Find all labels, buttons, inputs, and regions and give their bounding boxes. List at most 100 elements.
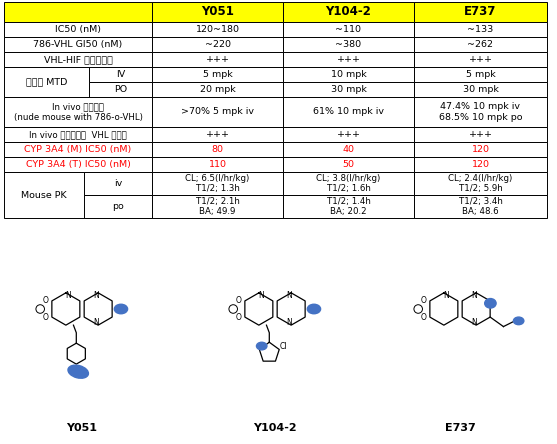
Text: E737: E737 (465, 5, 497, 19)
Text: 30 mpk: 30 mpk (462, 85, 499, 94)
Text: N: N (286, 291, 292, 300)
Bar (152, 157, 283, 172)
Text: Cl: Cl (280, 341, 287, 351)
Text: CYP 3A4 (T) IC50 (nM): CYP 3A4 (T) IC50 (nM) (26, 160, 130, 169)
Text: 61% 10 mpk iv: 61% 10 mpk iv (313, 107, 384, 116)
Bar (152, 127, 283, 142)
Text: IV: IV (116, 70, 125, 79)
Bar (89, 82, 152, 97)
Bar (4, 52, 152, 67)
Text: O: O (236, 296, 242, 305)
Text: 120: 120 (471, 145, 490, 154)
Text: In vivo 항암효과의  VHL 선택성: In vivo 항암효과의 VHL 선택성 (29, 130, 127, 139)
Bar (283, 142, 414, 157)
Bar (152, 97, 283, 127)
Bar (414, 37, 547, 52)
Text: 80: 80 (212, 145, 223, 154)
Text: +++: +++ (336, 55, 360, 64)
Bar (152, 37, 283, 52)
Bar (84, 172, 152, 195)
Bar (414, 22, 547, 37)
Text: O: O (43, 296, 49, 305)
Bar (283, 22, 414, 37)
Text: 47.4% 10 mpk iv
68.5% 10 mpk po: 47.4% 10 mpk iv 68.5% 10 mpk po (439, 102, 522, 122)
Text: T1/2; 1.4h
BA; 20.2: T1/2; 1.4h BA; 20.2 (326, 197, 370, 216)
Bar (414, 142, 547, 157)
Bar (4, 67, 152, 97)
Bar (283, 37, 414, 52)
Text: N: N (471, 291, 477, 300)
Text: ~133: ~133 (467, 25, 494, 34)
Text: Mouse PK: Mouse PK (21, 190, 67, 199)
Ellipse shape (114, 304, 128, 314)
Text: O: O (421, 313, 427, 322)
Bar (414, 157, 547, 172)
Text: +++: +++ (206, 55, 229, 64)
Bar (152, 67, 283, 82)
Bar (4, 97, 152, 127)
Text: CL; 6.5(l/hr/kg)
T1/2; 1.3h: CL; 6.5(l/hr/kg) T1/2; 1.3h (185, 174, 250, 193)
Ellipse shape (485, 298, 496, 308)
Ellipse shape (36, 305, 45, 313)
Text: In vivo 항암효과
(nude mouse with 786-o-VHL): In vivo 항암효과 (nude mouse with 786-o-VHL) (13, 102, 143, 122)
Text: T1/2; 2.1h
BA; 49.9: T1/2; 2.1h BA; 49.9 (196, 197, 240, 216)
Text: +++: +++ (206, 130, 229, 139)
Bar (414, 67, 547, 82)
Text: 40: 40 (343, 145, 354, 154)
Text: N: N (65, 291, 71, 300)
Text: N: N (258, 291, 263, 300)
Text: N: N (471, 318, 477, 327)
Bar (414, 195, 547, 218)
Ellipse shape (307, 304, 321, 314)
Bar (414, 127, 547, 142)
Bar (152, 82, 283, 97)
Ellipse shape (68, 365, 89, 378)
Ellipse shape (256, 342, 267, 350)
Text: PO: PO (114, 85, 127, 94)
Text: VHL-HIF 경로선택성: VHL-HIF 경로선택성 (43, 55, 113, 64)
Text: CL; 2.4(l/hr/kg)
T1/2; 5.9h: CL; 2.4(l/hr/kg) T1/2; 5.9h (448, 174, 512, 193)
Bar (4, 142, 152, 157)
Text: IC50 (nM): IC50 (nM) (55, 25, 101, 34)
Text: +++: +++ (468, 130, 492, 139)
Bar (414, 82, 547, 97)
Ellipse shape (414, 305, 422, 313)
Text: 20 mpk: 20 mpk (199, 85, 236, 94)
Bar (283, 195, 414, 218)
Text: E737: E737 (444, 423, 475, 433)
Bar (283, 157, 414, 172)
Bar (152, 195, 283, 218)
Text: ~110: ~110 (335, 25, 361, 34)
Text: T1/2; 3.4h
BA; 48.6: T1/2; 3.4h BA; 48.6 (458, 197, 502, 216)
Bar (283, 52, 414, 67)
Bar (152, 52, 283, 67)
Text: N: N (443, 291, 448, 300)
Text: po: po (112, 202, 124, 211)
Bar (152, 142, 283, 157)
Bar (283, 82, 414, 97)
Bar (414, 97, 547, 127)
Text: N: N (286, 318, 292, 327)
Ellipse shape (514, 317, 524, 325)
Bar (283, 172, 414, 195)
Bar (414, 52, 547, 67)
Text: Y051: Y051 (66, 423, 97, 433)
Text: 120~180: 120~180 (196, 25, 240, 34)
Bar (283, 2, 414, 22)
Text: Y104-2: Y104-2 (325, 5, 372, 19)
Text: 30 mpk: 30 mpk (330, 85, 367, 94)
Bar (4, 22, 152, 37)
Text: +++: +++ (468, 55, 492, 64)
Text: CYP 3A4 (M) IC50 (nM): CYP 3A4 (M) IC50 (nM) (25, 145, 131, 154)
Bar (283, 97, 414, 127)
Text: 120: 120 (471, 160, 490, 169)
Text: iv: iv (114, 179, 122, 188)
Text: 5 mpk: 5 mpk (466, 70, 495, 79)
Text: 50: 50 (343, 160, 354, 169)
Text: ~220: ~220 (204, 40, 231, 49)
Text: CL; 3.8(l/hr/kg)
T1/2; 1.6h: CL; 3.8(l/hr/kg) T1/2; 1.6h (316, 174, 380, 193)
Bar (4, 37, 152, 52)
Bar (152, 22, 283, 37)
Text: >70% 5 mpk iv: >70% 5 mpk iv (181, 107, 254, 116)
Bar (283, 127, 414, 142)
